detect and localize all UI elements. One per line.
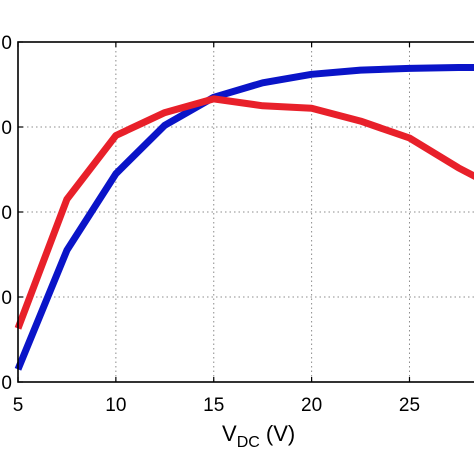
- x-tick-label: 10: [105, 395, 126, 416]
- x-tick-label: 20: [301, 395, 322, 416]
- x-axis-label-unit: (V): [260, 421, 295, 446]
- y-tick-label: 0: [1, 203, 12, 224]
- x-axis-label: VDC (V): [222, 421, 295, 451]
- x-axis-label-main: V: [222, 421, 237, 446]
- series-lines: [14, 64, 474, 371]
- y-tick-label: 0: [1, 33, 12, 54]
- y-tick-label: 0: [1, 118, 12, 139]
- series-line-2: [14, 95, 474, 330]
- series-line-1: [14, 64, 474, 371]
- y-tick-label: 0: [1, 373, 12, 394]
- y-tick-label: 0: [1, 288, 12, 309]
- x-tick-label: 25: [399, 395, 420, 416]
- grid: [18, 42, 474, 382]
- x-axis-label-subscript: DC: [237, 434, 260, 451]
- x-tick-label: 15: [203, 395, 224, 416]
- y-tick-labels: 0 0 0 0 0: [1, 33, 12, 394]
- x-tick-labels: 5 10 15 20 25: [13, 395, 420, 416]
- x-tick-label: 5: [13, 395, 24, 416]
- axis-ticks: [17, 41, 411, 383]
